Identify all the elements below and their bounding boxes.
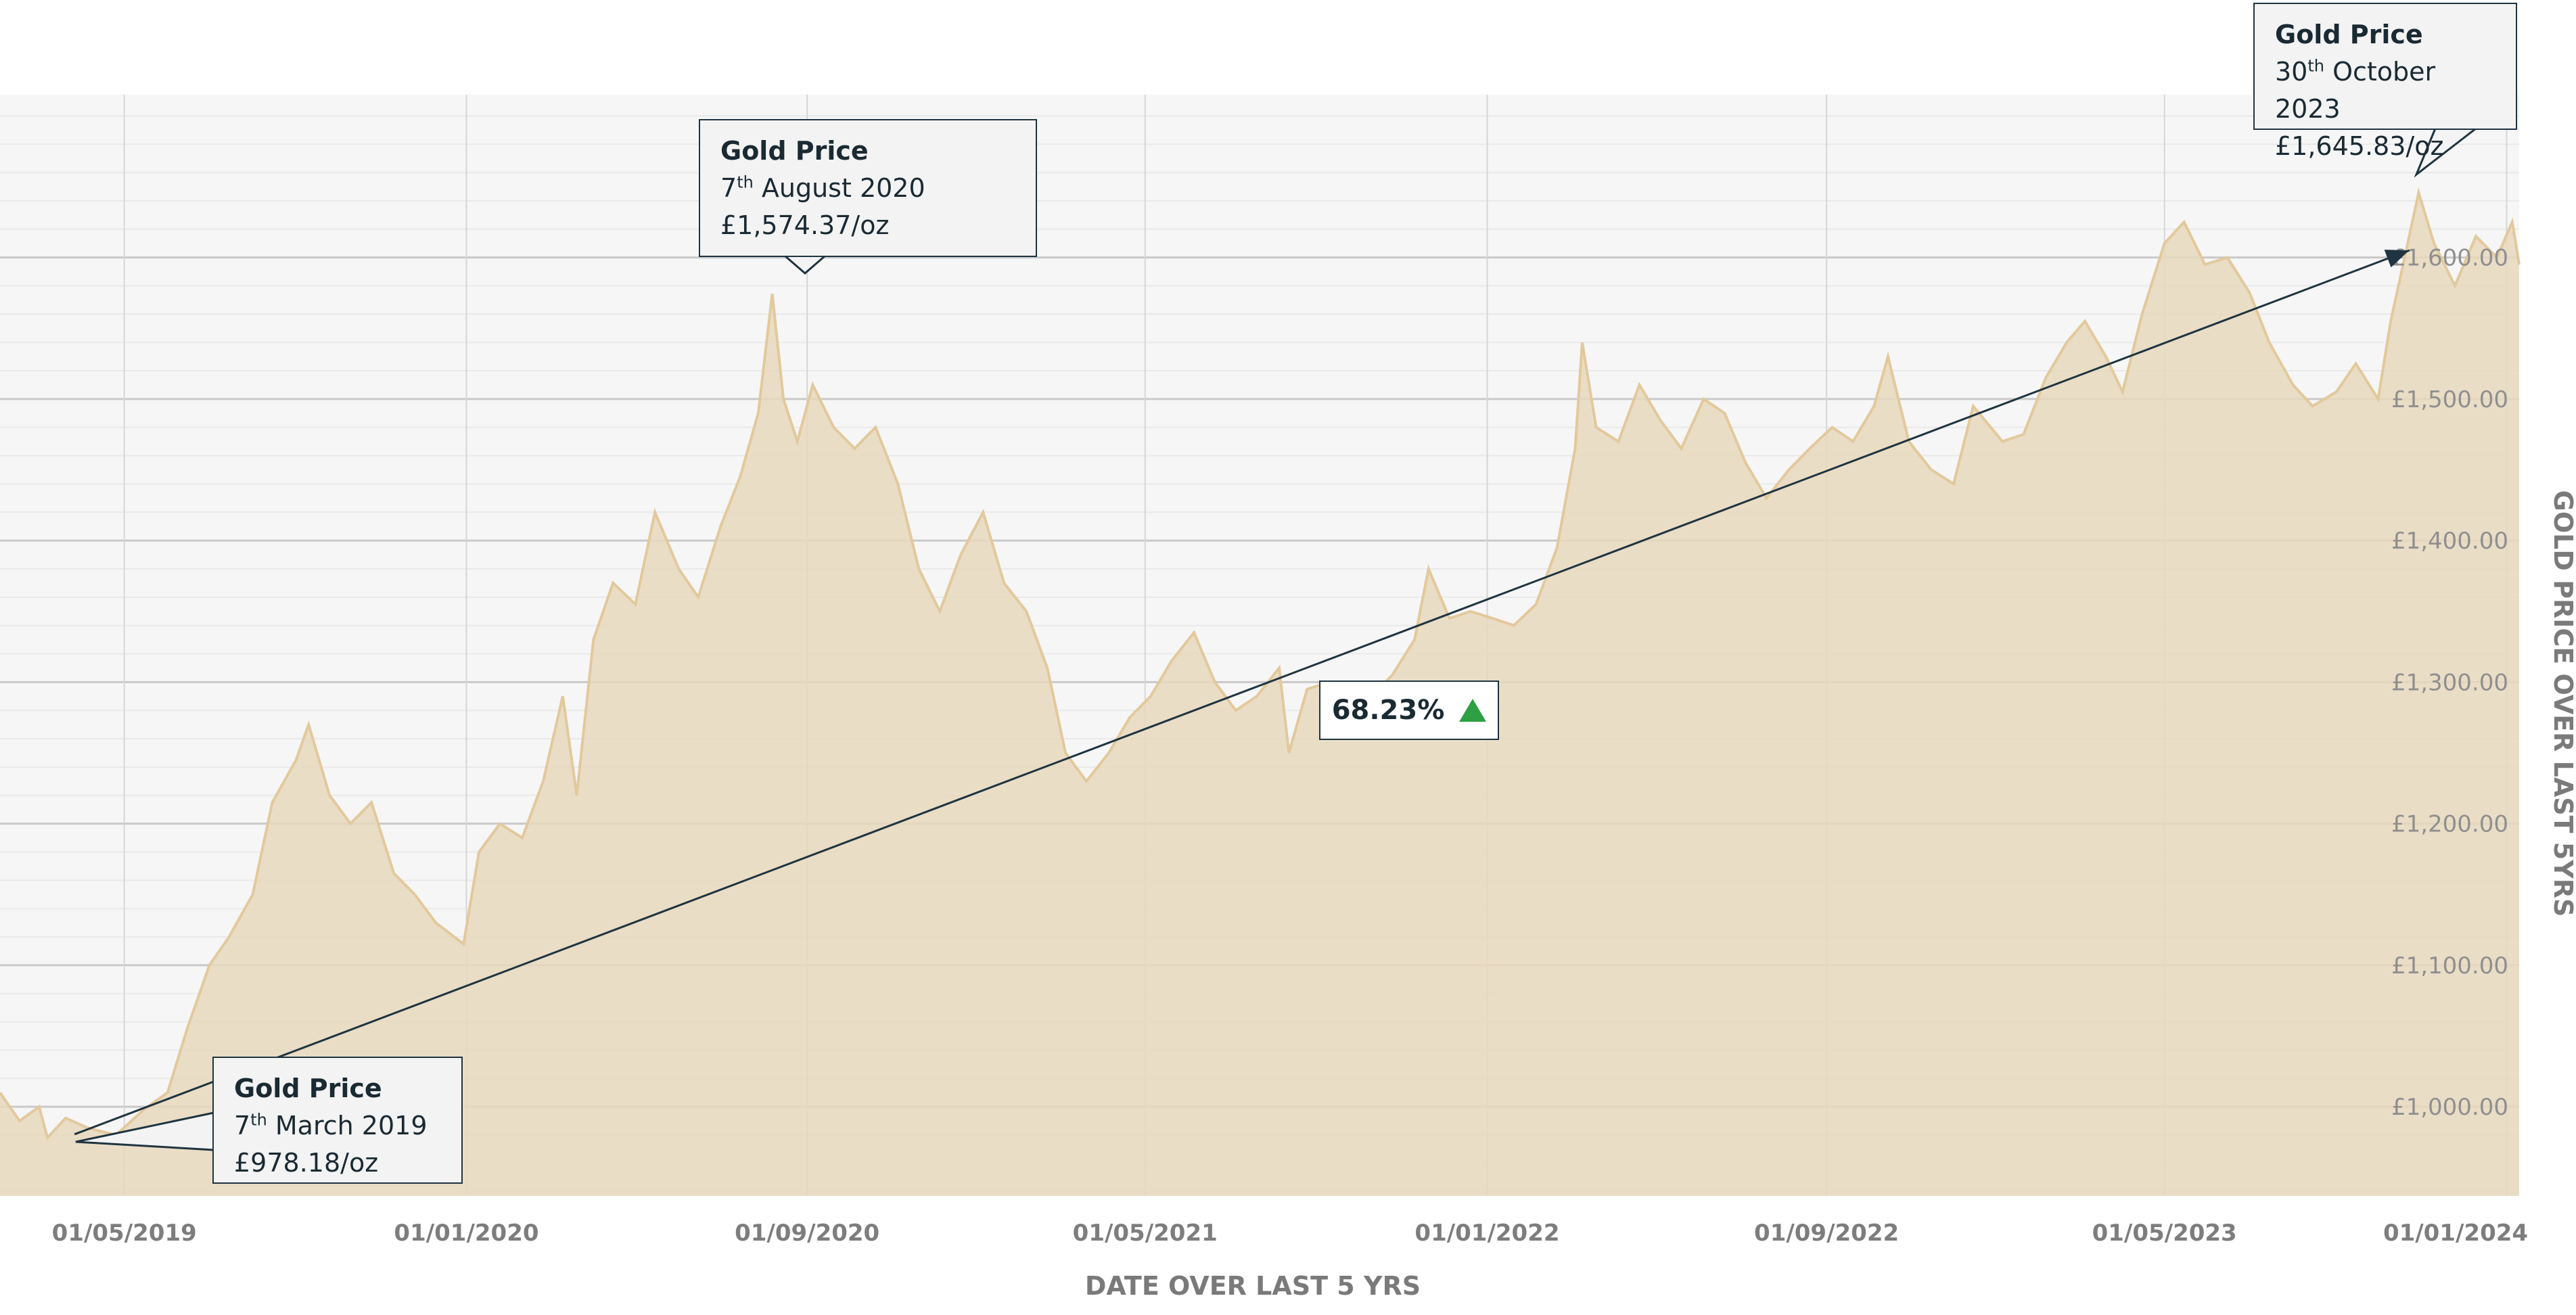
- x-tick-label: 01/01/2022: [1414, 1220, 1559, 1247]
- x-tick-label: 01/01/2020: [394, 1220, 538, 1247]
- change-badge: 68.23%: [1319, 680, 1499, 740]
- y-tick-label: £1,100.00: [2391, 952, 2508, 979]
- trend-arrowhead: [2384, 250, 2410, 268]
- callout-high-value: £1,645.83/oz: [2275, 131, 2444, 161]
- callout-peak-date: 7th August 2020: [720, 172, 925, 203]
- y-tick-label: £1,400.00: [2391, 528, 2508, 555]
- y-tick-label: £1,000.00: [2391, 1094, 2508, 1121]
- trend-arrow-line: [74, 249, 2410, 1136]
- y-tick-label: £1,600.00: [2391, 245, 2508, 272]
- price-line: [0, 187, 2521, 1140]
- y-axis-title: GOLD PRICE OVER LAST 5YRS: [2548, 490, 2576, 917]
- up-arrow-icon: [1459, 699, 1487, 722]
- callout-peak-title: Gold Price: [720, 136, 869, 166]
- x-tick-label: 01/05/2021: [1073, 1220, 1218, 1247]
- callout-peak-price: Gold Price 7th August 2020 £1,574.37/oz: [699, 119, 1037, 257]
- x-tick-label: 01/05/2019: [52, 1220, 197, 1247]
- x-tick-label: 01/05/2023: [2092, 1220, 2237, 1247]
- y-tick-label: £1,200.00: [2391, 811, 2508, 838]
- callout-peak-value: £1,574.37/oz: [720, 210, 890, 240]
- callout-high-title: Gold Price: [2275, 20, 2423, 49]
- callout-high-date: 30th October 2023: [2275, 56, 2436, 124]
- callout-low-title: Gold Price: [234, 1074, 382, 1103]
- x-tick-label: 01/09/2020: [735, 1220, 879, 1247]
- x-tick-label: 01/09/2022: [1754, 1220, 1899, 1247]
- callout-low-date: 7th March 2019: [234, 1110, 428, 1140]
- callout-high-price: Gold Price 30th October 2023 £1,645.83/o…: [2253, 3, 2517, 161]
- callout-low-value: £978.18/oz: [234, 1148, 379, 1178]
- callout-low-price: Gold Price 7th March 2019 £978.18/oz: [212, 1057, 463, 1184]
- x-axis-title: DATE OVER LAST 5 YRS: [1085, 1271, 1421, 1301]
- y-tick-label: £1,500.00: [2391, 386, 2508, 413]
- x-tick-label: 01/01/2024: [2383, 1220, 2528, 1247]
- y-tick-label: £1,300.00: [2391, 669, 2508, 696]
- change-percent: 68.23%: [1331, 695, 1445, 726]
